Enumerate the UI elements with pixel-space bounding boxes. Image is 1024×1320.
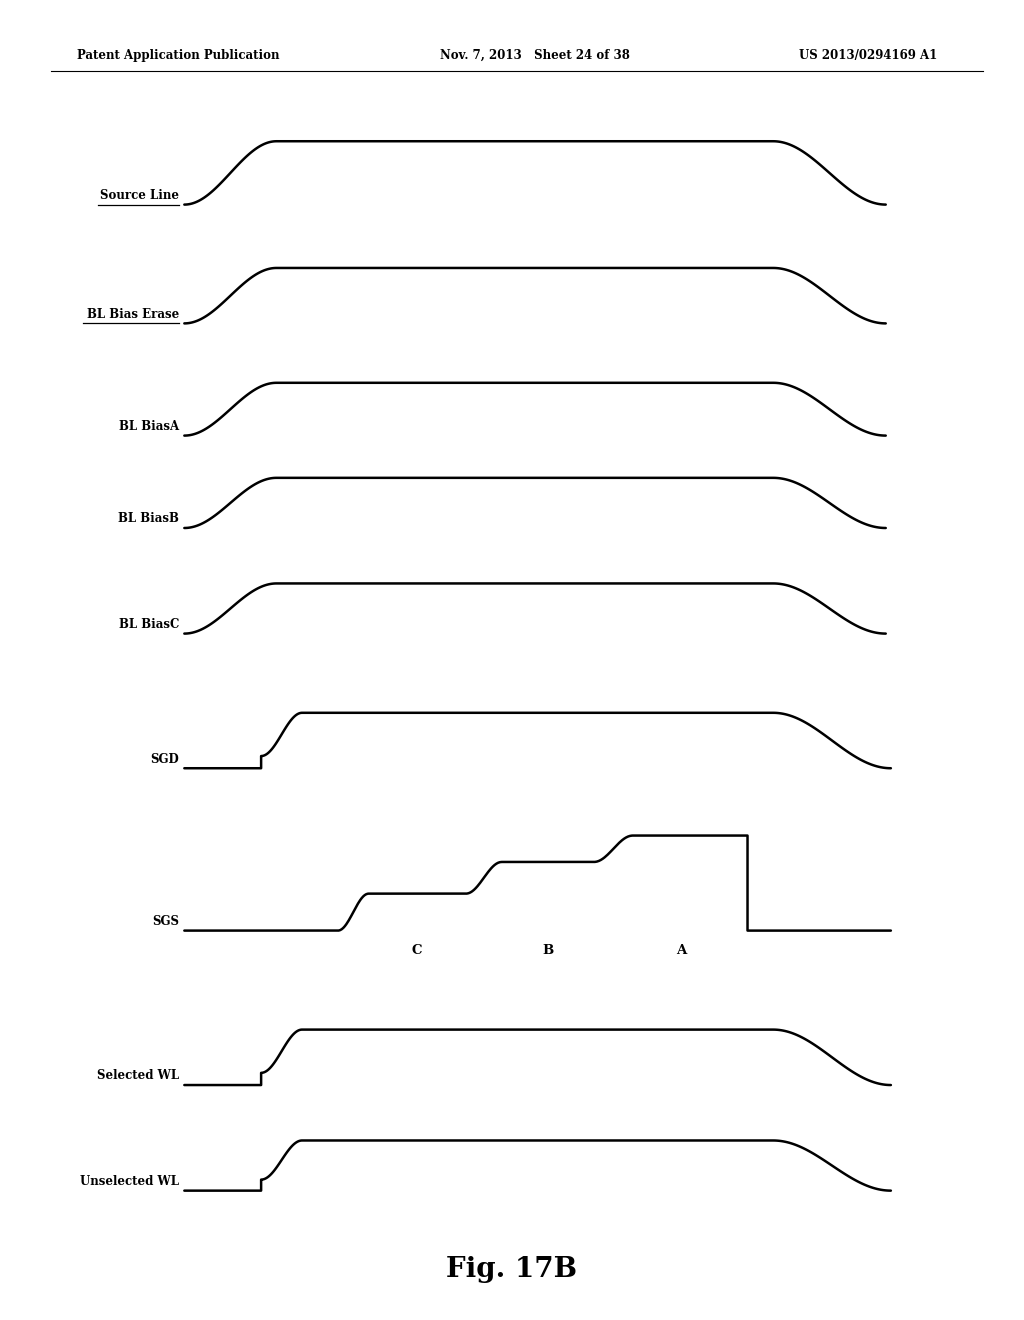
Text: Nov. 7, 2013   Sheet 24 of 38: Nov. 7, 2013 Sheet 24 of 38	[440, 49, 630, 62]
Text: Selected WL: Selected WL	[97, 1069, 179, 1082]
Text: BL BiasC: BL BiasC	[119, 618, 179, 631]
Text: US 2013/0294169 A1: US 2013/0294169 A1	[799, 49, 937, 62]
Text: C: C	[412, 944, 422, 957]
Text: Fig. 17B: Fig. 17B	[446, 1257, 578, 1283]
Text: Patent Application Publication: Patent Application Publication	[77, 49, 280, 62]
Text: BL Bias Erase: BL Bias Erase	[87, 308, 179, 321]
Text: SGS: SGS	[153, 915, 179, 928]
Text: BL BiasB: BL BiasB	[119, 512, 179, 525]
Text: Unselected WL: Unselected WL	[80, 1175, 179, 1188]
Text: B: B	[543, 944, 553, 957]
Text: Source Line: Source Line	[100, 189, 179, 202]
Text: BL BiasA: BL BiasA	[119, 420, 179, 433]
Text: SGD: SGD	[151, 752, 179, 766]
Text: A: A	[676, 944, 686, 957]
